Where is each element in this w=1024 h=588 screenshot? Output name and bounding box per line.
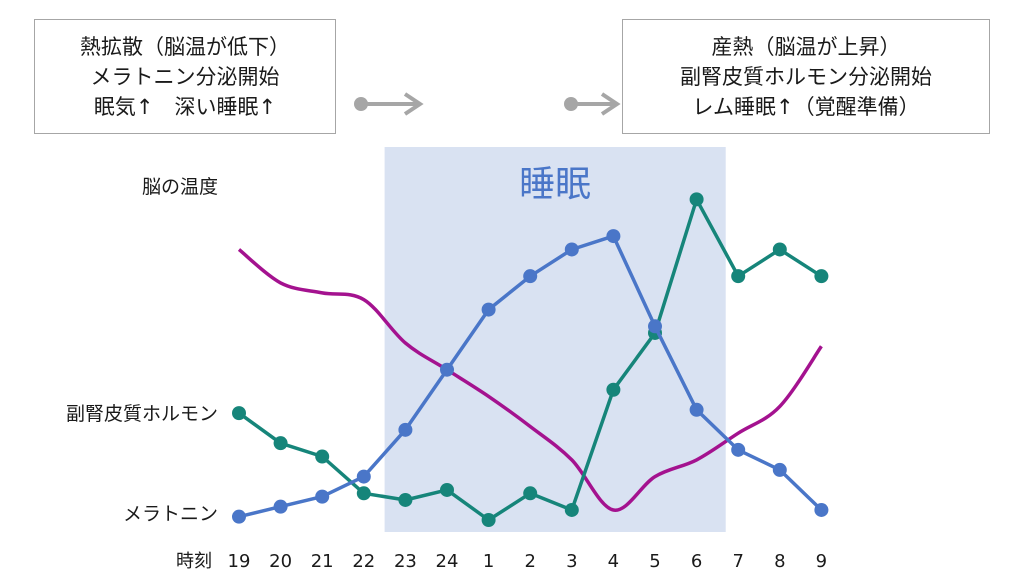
data-point [564,502,579,517]
right-box-line-1: 産熱（脳温が上昇） [711,34,901,59]
x-tick-label: 7 [732,551,743,572]
data-point [731,442,746,457]
data-point [356,486,371,501]
data-point [648,319,662,334]
data-point [315,449,330,464]
arrow-right [564,92,621,116]
x-tick-label: 22 [352,551,375,572]
sleep-period-band [384,147,726,532]
data-point [356,469,371,484]
series-label-cortisol: 副腎皮質ホルモン [66,403,218,425]
data-point [814,269,829,284]
data-point [689,402,704,417]
arrow-left [354,92,424,116]
x-tick-label: 6 [691,551,702,572]
data-point [440,482,454,497]
data-point [398,492,413,507]
data-point [606,229,621,244]
data-point [398,422,413,437]
data-point [814,502,829,517]
data-point [481,302,496,317]
data-point [689,192,704,207]
left-info-box: 熱拡散（脳温が低下） メラトニン分泌開始 眠気↑ 深い睡眠↑ [34,19,336,134]
x-tick-label: 21 [311,551,334,572]
left-box-line-3: 眠気↑ 深い睡眠↑ [93,94,277,119]
data-point [606,382,621,397]
x-tick-label: 1 [483,551,494,572]
right-box-line-2: 副腎皮質ホルモン分泌開始 [680,64,932,89]
series-label-brain-temp: 脳の温度 [142,176,218,198]
x-axis-ticks: 19 20 21 22 23 24 1 2 3 4 5 6 7 8 9 [228,551,828,572]
data-point [523,269,538,284]
x-axis-label: 時刻 [176,551,212,572]
data-point [273,499,288,514]
series-label-melatonin: メラトニン [123,503,218,525]
series-layer [232,192,829,527]
x-tick-label: 24 [436,551,459,572]
x-tick-label: 5 [649,551,660,572]
x-tick-label: 3 [566,551,577,572]
series-line-0 [237,248,823,512]
x-tick-label: 8 [774,551,785,572]
x-tick-label: 2 [524,551,535,572]
data-point [481,513,496,527]
data-point [232,509,246,524]
x-tick-label: 20 [269,551,292,572]
left-box-line-2: メラトニン分泌開始 [90,64,280,89]
data-point [273,436,288,451]
left-box-line-1: 熱拡散（脳温が低下） [80,34,290,59]
x-tick-label: 19 [228,551,251,572]
data-point [232,406,246,421]
data-point [440,362,454,377]
sleep-label: 睡眠 [519,164,591,205]
right-info-box: 産熱（脳温が上昇） 副腎皮質ホルモン分泌開始 レム睡眠↑（覚醒準備） [622,19,990,134]
data-point [772,242,787,257]
data-point [523,486,538,501]
data-point [315,489,330,504]
x-tick-label: 23 [394,551,417,572]
x-tick-label: 9 [816,551,827,572]
right-box-line-3: レム睡眠↑（覚醒準備） [692,94,920,119]
x-tick-label: 4 [608,551,619,572]
data-point [564,242,579,257]
data-point [731,269,746,284]
data-point [772,462,787,477]
